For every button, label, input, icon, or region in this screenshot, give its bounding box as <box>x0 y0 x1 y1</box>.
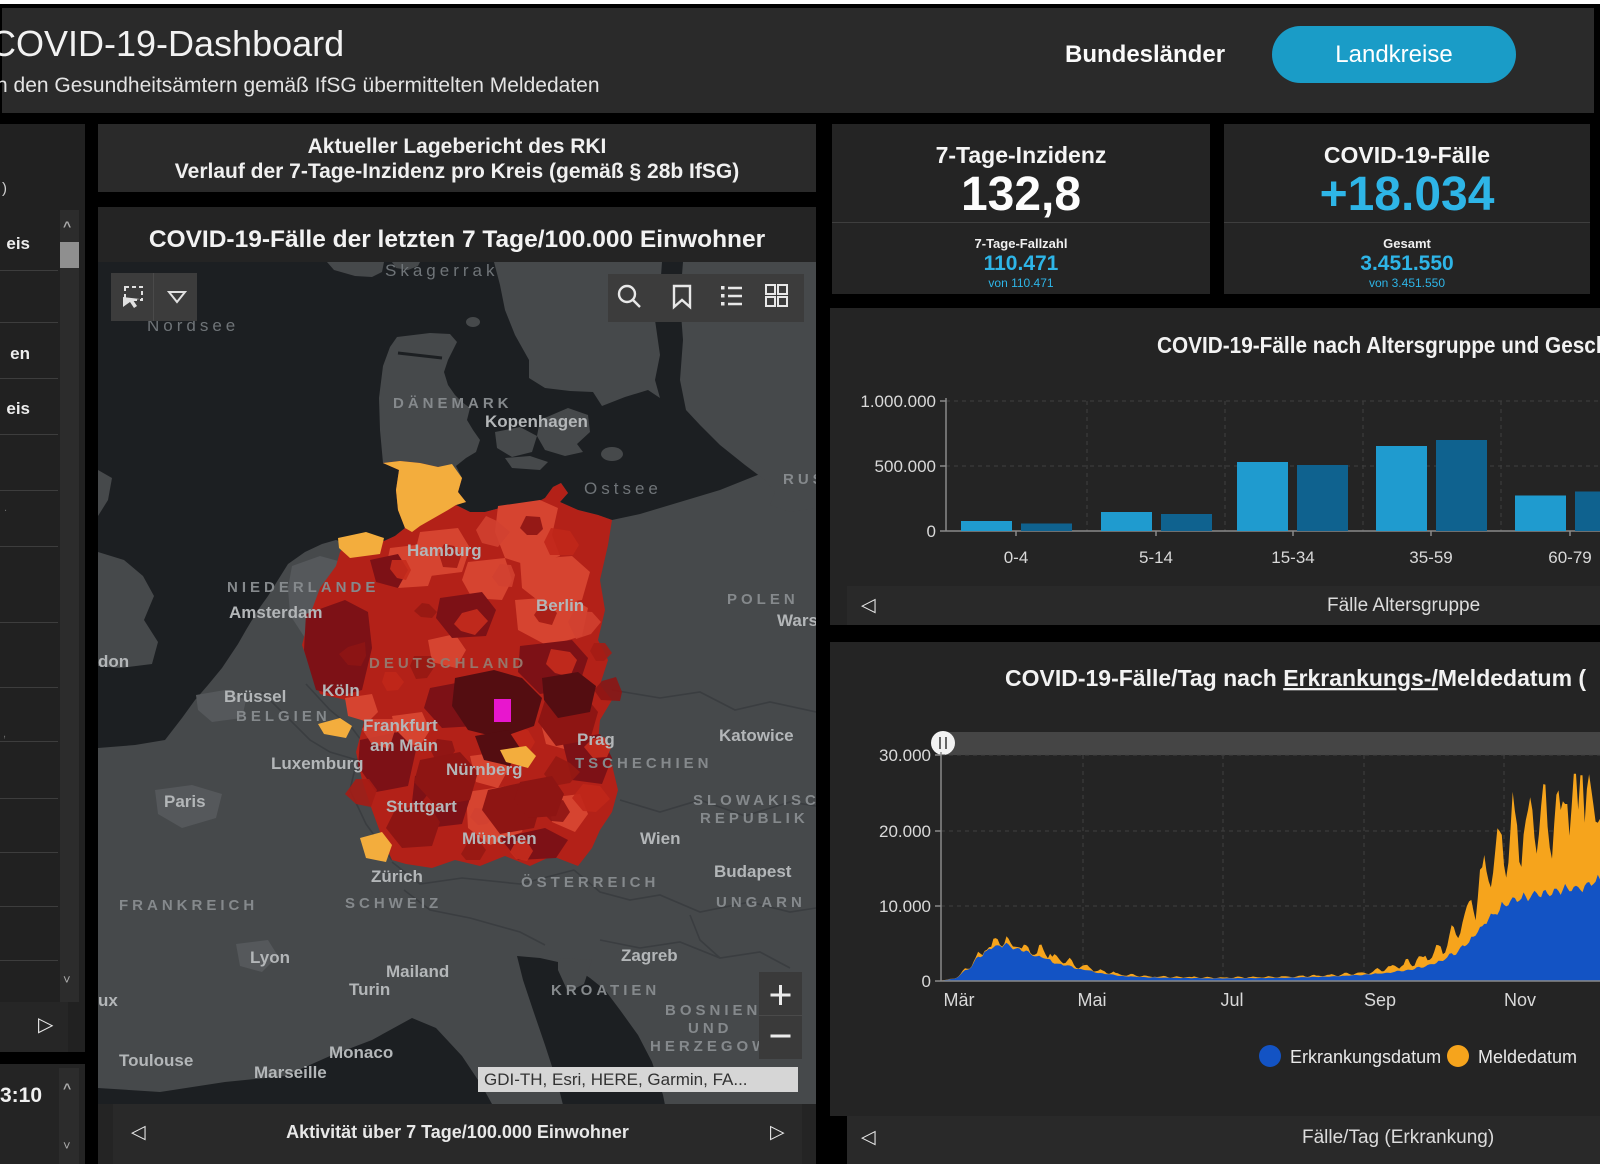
svg-text:am Main: am Main <box>370 736 438 755</box>
svg-text:Amsterdam: Amsterdam <box>229 603 323 622</box>
svg-text:Mai: Mai <box>1077 990 1106 1010</box>
svg-text:Köln: Köln <box>322 681 360 700</box>
svg-text:BOSNIEN: BOSNIEN <box>665 1002 761 1019</box>
svg-text:Zürich: Zürich <box>371 867 423 886</box>
svg-text:POLEN: POLEN <box>727 591 799 608</box>
svg-text:15-34: 15-34 <box>1271 548 1314 567</box>
svg-text:FRANKREICH: FRANKREICH <box>119 897 258 914</box>
svg-text:Sep: Sep <box>1364 990 1396 1010</box>
svg-text:Nürnberg: Nürnberg <box>446 760 523 779</box>
svg-text:Ostsee: Ostsee <box>584 479 662 498</box>
svg-text:REPUBLIK: REPUBLIK <box>700 810 809 827</box>
svg-text:Meldedatum: Meldedatum <box>1478 1047 1577 1067</box>
svg-text:ux: ux <box>98 991 118 1010</box>
svg-text:Nov: Nov <box>1504 990 1536 1010</box>
svg-text:0: 0 <box>922 972 931 991</box>
svg-text:Stuttgart: Stuttgart <box>386 797 457 816</box>
svg-text:RUS: RUS <box>783 471 816 488</box>
svg-text:SCHWEIZ: SCHWEIZ <box>345 895 442 912</box>
svg-text:COVID-19-Fälle nach Altersgrup: COVID-19-Fälle nach Altersgruppe und Ges… <box>1157 332 1600 358</box>
svg-text:UNGARN: UNGARN <box>716 894 806 911</box>
svg-text:35-59: 35-59 <box>1409 548 1452 567</box>
svg-text:HERZEGOWIN: HERZEGOWIN <box>650 1038 793 1055</box>
svg-text:Monaco: Monaco <box>329 1043 393 1062</box>
svg-text:Luxemburg: Luxemburg <box>271 754 364 773</box>
svg-text:ÖSTERREICH: ÖSTERREICH <box>521 874 659 891</box>
svg-text:10.000: 10.000 <box>879 897 931 916</box>
svg-text:NIEDERLANDE: NIEDERLANDE <box>227 579 379 596</box>
svg-text:UND: UND <box>688 1020 733 1037</box>
svg-text:don: don <box>98 652 129 671</box>
svg-text:Toulouse: Toulouse <box>119 1051 193 1070</box>
svg-text:Mär: Mär <box>944 990 975 1010</box>
svg-text:Skagerrak: Skagerrak <box>385 262 498 280</box>
svg-text:Prag: Prag <box>577 730 615 749</box>
svg-text:SLOWAKISCH: SLOWAKISCH <box>693 792 816 809</box>
svg-text:500.000: 500.000 <box>875 457 936 476</box>
svg-text:TSCHECHIEN: TSCHECHIEN <box>575 755 713 772</box>
svg-text:Jul: Jul <box>1220 990 1243 1010</box>
svg-text:Wars: Wars <box>777 611 816 630</box>
svg-text:Brüssel: Brüssel <box>224 687 286 706</box>
svg-text:0-4: 0-4 <box>1004 548 1029 567</box>
svg-text:5-14: 5-14 <box>1139 548 1173 567</box>
svg-text:Mailand: Mailand <box>386 962 449 981</box>
svg-text:Turin: Turin <box>349 980 390 999</box>
svg-text:Katowice: Katowice <box>719 726 794 745</box>
svg-text:Paris: Paris <box>164 792 206 811</box>
svg-text:Lyon: Lyon <box>250 948 290 967</box>
svg-text:Wien: Wien <box>640 829 680 848</box>
svg-text:Berlin: Berlin <box>536 596 584 615</box>
svg-text:Marseille: Marseille <box>254 1063 327 1082</box>
svg-text:30.000: 30.000 <box>879 746 931 765</box>
svg-text:COVID-19-Fälle/Tag nach Erkran: COVID-19-Fälle/Tag nach Erkrankungs-/Mel… <box>1005 665 1586 691</box>
svg-text:60-79: 60-79 <box>1548 548 1591 567</box>
svg-text:Frankfurt: Frankfurt <box>363 716 438 735</box>
svg-text:Kopenhagen: Kopenhagen <box>485 412 588 431</box>
svg-text:DEUTSCHLAND: DEUTSCHLAND <box>369 655 527 672</box>
svg-text:20.000: 20.000 <box>879 822 931 841</box>
svg-text:DÄNEMARK: DÄNEMARK <box>393 395 513 412</box>
svg-text:Zagreb: Zagreb <box>621 946 678 965</box>
svg-text:0: 0 <box>927 522 936 541</box>
svg-text:1.000.000: 1.000.000 <box>860 392 936 411</box>
svg-text:Erkrankungsdatum: Erkrankungsdatum <box>1290 1047 1441 1067</box>
svg-text:BELGIEN: BELGIEN <box>236 708 331 725</box>
svg-text:München: München <box>462 829 537 848</box>
svg-text:KROATIEN: KROATIEN <box>551 982 660 999</box>
svg-text:Hamburg: Hamburg <box>407 541 482 560</box>
svg-text:Budapest: Budapest <box>714 862 792 881</box>
